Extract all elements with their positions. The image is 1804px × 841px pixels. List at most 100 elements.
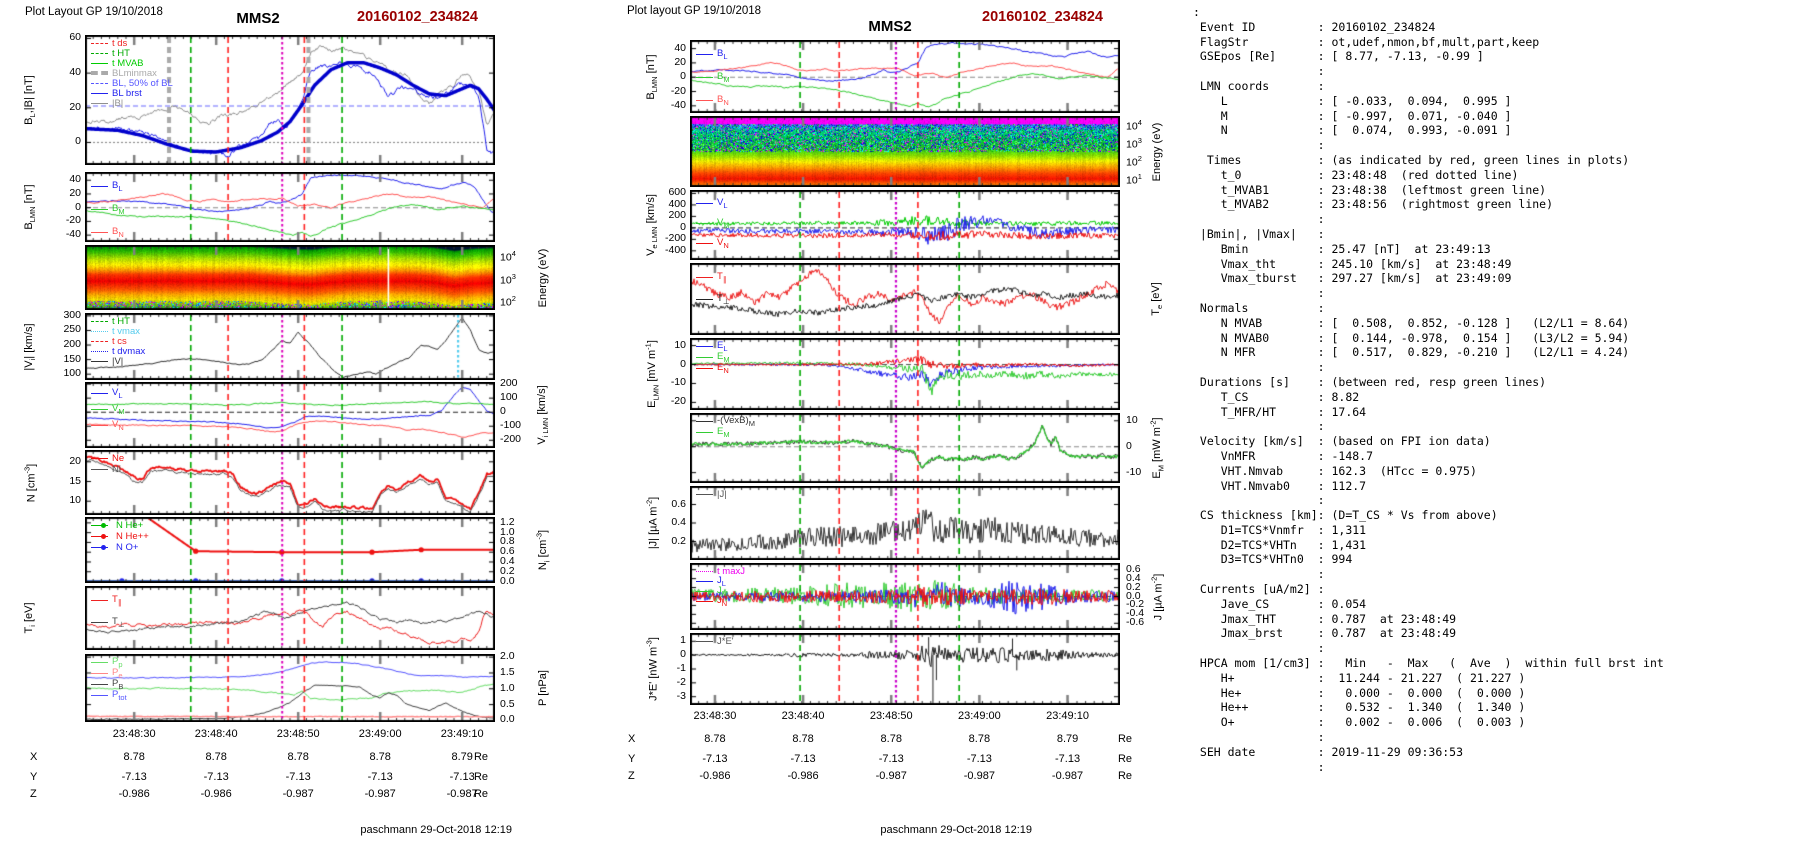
y-tick-label: -20	[670, 84, 686, 97]
legend-entry: BL	[696, 43, 730, 66]
middle-panel-velmn	[690, 190, 1120, 260]
position-value: -0.987	[875, 770, 907, 782]
legend-entry: T⊥	[696, 288, 729, 310]
legend: Ne Ni	[91, 453, 124, 475]
position-value: -7.13	[966, 753, 992, 765]
legend-line-sample	[91, 424, 108, 426]
legend-line-sample	[696, 54, 713, 55]
legend-line-sample	[696, 77, 713, 78]
middle-figure-title: MMS2	[868, 18, 912, 35]
legend-label: T⊥	[112, 615, 125, 629]
y-tick-label: 0.6	[500, 545, 515, 558]
y-tick-label: 1.0	[500, 525, 515, 538]
position-value: -7.13	[285, 771, 311, 783]
axis-label-right: P [nPa]	[537, 670, 549, 706]
y-tick-label: -40	[670, 98, 686, 111]
legend-entry: |V|	[91, 355, 145, 367]
y-tick-label: 100	[500, 391, 518, 404]
legend-entry: BM	[91, 198, 125, 221]
legend-label: t MVAB	[112, 57, 144, 69]
left-panel-nminor	[85, 517, 495, 583]
y-tick-label: 100	[63, 367, 81, 380]
legend-label: Ne	[112, 453, 125, 464]
position-value: 8.78	[205, 751, 227, 763]
position-value: -0.986	[787, 770, 819, 782]
legend-label: BN	[717, 94, 729, 107]
middle-panel-vexb	[690, 413, 1120, 483]
y-tick-label: 10	[1126, 413, 1138, 426]
axis-row-label: Z	[628, 770, 635, 782]
legend-marker-dot	[101, 534, 106, 539]
legend-label: N He++	[116, 531, 149, 542]
y-tick-label: 400	[668, 197, 686, 210]
legend-line-sample	[91, 662, 108, 663]
y-tick-label: -1	[676, 662, 686, 674]
legend-entry: t vmax	[91, 325, 145, 337]
legend-entry: T⊥	[91, 611, 124, 633]
y-tick-label: -0.6	[1126, 616, 1145, 629]
y-tick-label: 200	[668, 209, 686, 222]
position-value: 8.78	[792, 733, 814, 745]
y-tick-label: 0.2	[671, 534, 686, 547]
time-tick-label: 23:48:50	[276, 728, 320, 740]
time-tick-label: 23:48:50	[869, 710, 913, 722]
legend-line-sample	[91, 42, 108, 44]
legend: VL VM VN	[91, 385, 125, 433]
legend-entry: -(VexB)M	[696, 415, 755, 428]
legend-label: VM	[717, 216, 730, 230]
legend: T∥ T⊥	[696, 266, 729, 310]
legend-line-sample	[696, 100, 713, 101]
y-tick-label: 1.0	[500, 681, 515, 694]
axis-label: ELMN [mV m-1]	[643, 340, 661, 408]
y-tick-label: 40	[674, 41, 686, 54]
legend-label: N He+	[116, 520, 144, 531]
y-tick-label: 0.8	[500, 535, 515, 548]
legend-label: |B|	[112, 97, 124, 109]
axis-row-label: Y	[30, 771, 38, 783]
legend: BL BM BN	[91, 175, 125, 244]
legend-label: BM	[717, 71, 730, 84]
position-value: -0.987	[446, 788, 478, 800]
legend-label: Ptot	[112, 689, 127, 702]
legend-line-sample	[91, 232, 108, 233]
legend-line-sample	[696, 421, 713, 422]
time-tick-label: 23:49:00	[358, 728, 402, 740]
axis-row-label: X	[628, 733, 636, 745]
y-tick-label: 1	[680, 634, 686, 647]
legend-entry: |J|	[696, 489, 727, 500]
legend-marker-dot	[101, 545, 106, 550]
legend-label: t vmax	[112, 325, 140, 337]
legend-entry: EM	[696, 351, 730, 364]
y-tick-label: 103	[1126, 135, 1142, 151]
axis-label-right: J [µA m-2]	[1149, 573, 1165, 620]
y-tick-label: -10	[670, 376, 686, 389]
legend-entry: t cs	[91, 336, 145, 347]
y-tick-label: -20	[670, 395, 686, 408]
y-tick-label: 200	[500, 377, 518, 390]
axis-label-right: Energy (eV)	[1151, 122, 1163, 181]
y-tick-label: -400	[664, 243, 686, 256]
legend-label: |V|	[112, 355, 124, 367]
legend-line-sample	[91, 360, 108, 362]
y-tick-label: 0.4	[1126, 571, 1141, 584]
position-value: -7.13	[121, 771, 147, 783]
legend-line-sample	[91, 82, 108, 84]
legend-line-sample	[91, 673, 108, 674]
y-tick-label: 0	[680, 70, 686, 83]
legend-entry: VL	[91, 385, 125, 401]
y-tick-label: 0.5	[500, 697, 515, 710]
legend-line-sample	[91, 330, 108, 332]
legend-label: T⊥	[717, 292, 730, 306]
legend-entry: BLminmax	[91, 68, 173, 79]
y-tick-label: 0	[680, 648, 686, 661]
middle-panel-te	[690, 263, 1120, 335]
position-value: -7.13	[878, 753, 904, 765]
y-tick-label: 40	[69, 66, 81, 79]
legend-label: Ni	[112, 464, 121, 475]
y-tick-label: 0.2	[500, 564, 515, 577]
position-value: -7.13	[367, 771, 393, 783]
time-tick-label: 23:48:40	[781, 710, 825, 722]
axis-row-label: X	[30, 751, 38, 763]
left-event-id: 20160102_234824	[357, 9, 478, 25]
position-value: -0.987	[282, 788, 314, 800]
